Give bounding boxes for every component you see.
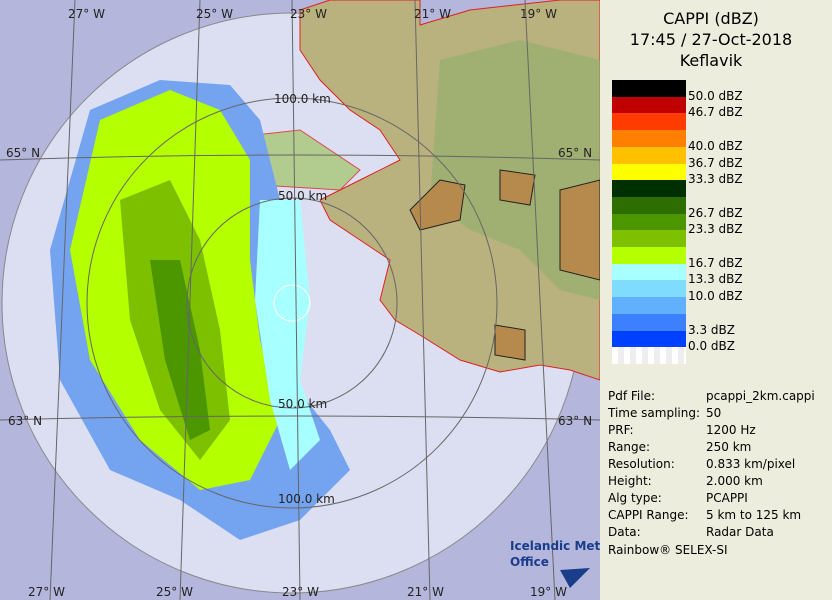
legend-swatch bbox=[612, 347, 686, 365]
info-row: Height: 2.000 km bbox=[608, 474, 763, 488]
info-row: Resolution: 0.833 km/pixel bbox=[608, 457, 795, 471]
info-panel: CAPPI (dBZ) 17:45 / 27-Oct-2018 Keflavik… bbox=[600, 0, 832, 600]
legend-swatch bbox=[612, 180, 686, 198]
legend-swatch bbox=[612, 146, 686, 164]
info-value: 2.000 km bbox=[706, 474, 763, 488]
lat-label: 65° N bbox=[558, 146, 592, 160]
info-value: 5 km to 125 km bbox=[706, 508, 802, 522]
legend-label: 36.7 dBZ bbox=[688, 155, 743, 170]
info-row: PRF: 1200 Hz bbox=[608, 423, 756, 437]
legend-swatch bbox=[612, 313, 686, 331]
site: Keflavik bbox=[679, 51, 743, 70]
info-label: Height: bbox=[608, 474, 652, 488]
legend-swatch bbox=[612, 213, 686, 231]
legend-label: 23.3 dBZ bbox=[688, 222, 743, 237]
ring-label: 100.0 km bbox=[278, 492, 335, 506]
legend-swatch bbox=[612, 263, 686, 281]
legend-label: 50.0 dBZ bbox=[688, 88, 743, 103]
info-label: Alg type: bbox=[608, 491, 662, 505]
legend-swatch bbox=[612, 230, 686, 248]
lon-label: 23° W bbox=[290, 7, 327, 21]
info-row: Data: Radar Data bbox=[608, 525, 774, 539]
ring-label: 50.0 km bbox=[278, 189, 327, 203]
footer: Rainbow® SELEX-SI bbox=[608, 543, 728, 557]
info-row: Alg type: PCAPPI bbox=[608, 491, 748, 505]
legend-swatch bbox=[612, 247, 686, 265]
lon-label: 23° W bbox=[282, 585, 319, 599]
legend-swatch bbox=[612, 163, 686, 181]
lat-label: 63° N bbox=[8, 414, 42, 428]
legend-label: 33.3 dBZ bbox=[688, 172, 743, 187]
info-label: Resolution: bbox=[608, 457, 675, 471]
info-label: Pdf File: bbox=[608, 389, 656, 403]
ring-label: 50.0 km bbox=[278, 397, 327, 411]
time: 17:45 / 27-Oct-2018 bbox=[629, 30, 793, 49]
info-label: CAPPI Range: bbox=[608, 508, 689, 522]
legend-swatch bbox=[612, 196, 686, 215]
info-label: PRF: bbox=[608, 423, 634, 437]
legend-swatch bbox=[612, 96, 686, 114]
info-row: Pdf File: pcappi_2km.cappi bbox=[608, 389, 815, 403]
legend-swatch bbox=[612, 80, 686, 98]
info-label: Data: bbox=[608, 525, 641, 539]
info-row: CAPPI Range: 5 km to 125 km bbox=[608, 508, 801, 522]
ring-label: 100.0 km bbox=[274, 92, 331, 106]
legend-label: 13.3 dBZ bbox=[688, 272, 743, 287]
info-value: 50 bbox=[706, 406, 722, 420]
info-value: Radar Data bbox=[706, 525, 774, 539]
legend-label: 0.0 dBZ bbox=[688, 339, 735, 354]
logo-text: Office bbox=[510, 555, 549, 569]
legend-swatch bbox=[612, 280, 686, 298]
lon-label: 25° W bbox=[196, 7, 233, 21]
info-value: pcappi_2km.cappi bbox=[706, 389, 815, 403]
legend-label: 26.7 dBZ bbox=[688, 205, 743, 220]
info-label: Time sampling: bbox=[608, 406, 701, 420]
radar-map: 27° W 25° W 23° W 21° W 19° W 27° W 25° W 23° W… bbox=[0, 0, 600, 600]
lat-label: 63° N bbox=[558, 414, 592, 428]
info-value: 1200 Hz bbox=[706, 423, 756, 437]
lon-label: 27° W bbox=[68, 7, 105, 21]
legend-label: 46.7 dBZ bbox=[688, 105, 743, 120]
info-value: PCAPPI bbox=[706, 491, 748, 505]
legend-label: 16.7 dBZ bbox=[688, 255, 743, 270]
legend-swatch bbox=[612, 113, 686, 131]
legend-label: 10.0 dBZ bbox=[688, 289, 743, 304]
info-value: 250 km bbox=[706, 440, 752, 454]
lon-label: 19° W bbox=[520, 7, 557, 21]
lon-label: 21° W bbox=[407, 585, 444, 599]
legend-label: 40.0 dBZ bbox=[688, 138, 743, 153]
lon-label: 25° W bbox=[156, 585, 193, 599]
info-row: Range: 250 km bbox=[608, 440, 751, 454]
legend-label: 3.3 dBZ bbox=[688, 322, 735, 337]
legend-swatch bbox=[612, 297, 686, 315]
lon-label: 21° W bbox=[414, 7, 451, 21]
info-label: Range: bbox=[608, 440, 651, 454]
title: CAPPI (dBZ) bbox=[663, 9, 759, 28]
lon-label: 27° W bbox=[28, 585, 65, 599]
lon-label: 19° W bbox=[530, 585, 567, 599]
info-value: 0.833 km/pixel bbox=[706, 457, 796, 471]
legend-swatch bbox=[612, 330, 686, 348]
logo-text: Icelandic Met bbox=[510, 539, 600, 553]
lat-label: 65° N bbox=[6, 146, 40, 160]
legend-swatch bbox=[612, 130, 686, 148]
info-row: Time sampling: 50 bbox=[608, 406, 721, 420]
